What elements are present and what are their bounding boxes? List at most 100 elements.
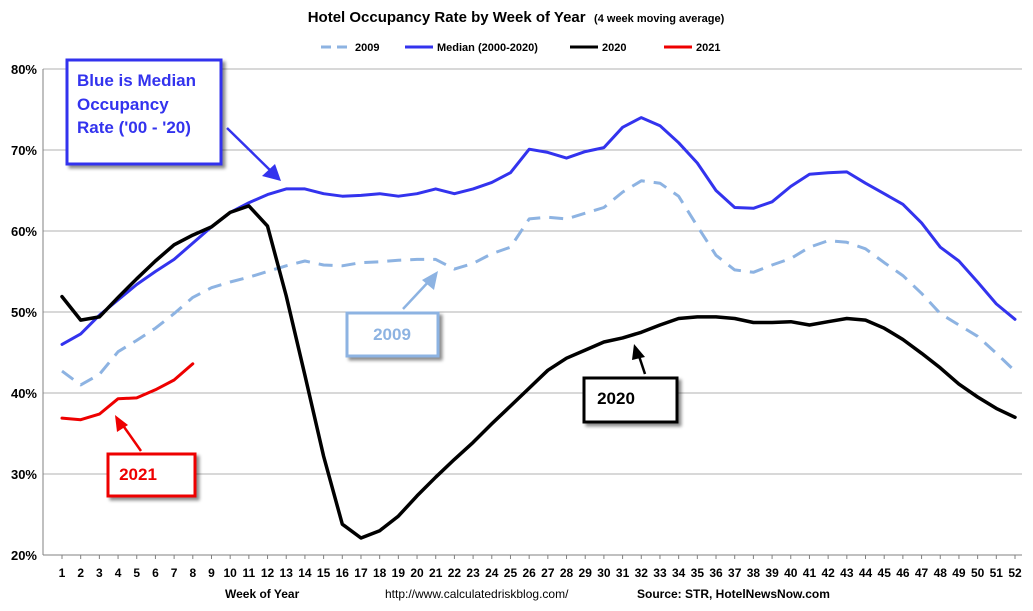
annotation-2021-label: 2021: [119, 465, 157, 484]
x-tick-label: 46: [896, 566, 910, 580]
legend-label: 2021: [696, 42, 720, 54]
y-tick-label: 80%: [11, 62, 37, 77]
x-tick-label: 26: [522, 566, 536, 580]
annotation-2021-arrow-head: [115, 415, 128, 432]
x-tick-label: 40: [784, 566, 798, 580]
x-tick-label: 27: [541, 566, 555, 580]
x-tick-label: 20: [410, 566, 424, 580]
x-tick-label: 9: [208, 566, 215, 580]
x-tick-label: 38: [747, 566, 761, 580]
annotation-2009-box: [345, 311, 440, 358]
x-tick-label: 31: [616, 566, 630, 580]
x-tick-label: 3: [96, 566, 103, 580]
median-annotation: Blue is Median Occupancy Rate ('00 - '20…: [65, 58, 281, 181]
y-tick-label: 50%: [11, 305, 37, 320]
x-tick-label: 28: [560, 566, 574, 580]
x-tick-label: 47: [915, 566, 929, 580]
x-tick-label: 7: [171, 566, 178, 580]
y-tick-label: 20%: [11, 548, 37, 563]
x-tick-label: 37: [728, 566, 742, 580]
x-tick-label: 33: [653, 566, 667, 580]
annotation-2009-arrow-line: [402, 278, 432, 310]
legend-label: Median (2000-2020): [437, 42, 538, 54]
x-tick-label: 16: [336, 566, 350, 580]
footer-url: http://www.calculatedriskblog.com/: [385, 587, 569, 601]
median-note-line-1: Blue is Median: [77, 71, 196, 90]
x-tick-label: 52: [1008, 566, 1022, 580]
annotation-2021: 2021: [106, 415, 197, 498]
chart-title: Hotel Occupancy Rate by Week of Year: [308, 9, 586, 26]
x-tick-label: 6: [152, 566, 159, 580]
median-arrow-head: [262, 164, 281, 181]
y-axis-ticks: 20% 30% 40% 50% 60% 70% 80%: [11, 62, 37, 563]
chart-subtitle: (4 week moving average): [594, 13, 725, 25]
x-tick-label: 48: [934, 566, 948, 580]
annotation-2020-label: 2020: [597, 389, 635, 408]
median-annotation-box: [65, 58, 223, 166]
annotation-2009: 2009: [345, 271, 440, 358]
x-tick-label: 36: [709, 566, 723, 580]
x-tick-label: 2: [77, 566, 84, 580]
median-arrow-line: [226, 127, 276, 176]
annotation-2020-arrow-head: [632, 344, 645, 360]
x-tick-label: 8: [189, 566, 196, 580]
x-axis-ticks: 1 2 3 4 5 6 7 8 9 10 11 12 13 14 15 16 17 18 19 20 21 22 23 24 2…: [59, 555, 1022, 580]
x-tick-label: 21: [429, 566, 443, 580]
legend-label: 2009: [355, 42, 379, 54]
annotation-2020-box: [582, 376, 679, 424]
median-annotation-text: Blue is Median Occupancy Rate ('00 - '20…: [77, 71, 201, 137]
x-tick-label: 24: [485, 566, 499, 580]
annotation-2009-label: 2009: [373, 325, 411, 344]
x-tick-label: 19: [392, 566, 406, 580]
y-tick-label: 60%: [11, 224, 37, 239]
axes: [42, 69, 1022, 556]
series-line-2020: [60, 204, 1017, 540]
x-tick-label: 41: [803, 566, 817, 580]
x-tick-label: 10: [223, 566, 237, 580]
x-tick-label: 45: [878, 566, 892, 580]
x-tick-label: 13: [280, 566, 294, 580]
series-lines: [60, 116, 1017, 540]
footer-source: Source: STR, HotelNewsNow.com: [637, 587, 830, 601]
x-tick-label: 39: [765, 566, 779, 580]
x-tick-label: 25: [504, 566, 518, 580]
y-tick-label: 30%: [11, 467, 37, 482]
y-tick-label: 40%: [11, 386, 37, 401]
x-tick-label: 44: [859, 566, 873, 580]
x-tick-label: 5: [133, 566, 140, 580]
y-tick-label: 70%: [11, 143, 37, 158]
x-tick-label: 29: [579, 566, 593, 580]
x-tick-label: 32: [635, 566, 649, 580]
legend-label: 2020: [602, 42, 626, 54]
x-tick-label: 1: [59, 566, 66, 580]
x-tick-label: 34: [672, 566, 686, 580]
annotation-2009-arrow-head: [422, 271, 438, 290]
x-tick-label: 30: [597, 566, 611, 580]
x-tick-label: 12: [261, 566, 275, 580]
annotation-2020: 2020: [582, 344, 679, 424]
x-axis-label: Week of Year: [225, 587, 300, 601]
annotation-2021-box: [106, 452, 197, 498]
median-note-line-2: Occupancy: [77, 95, 169, 114]
x-tick-label: 42: [821, 566, 835, 580]
annotation-2021-arrow-line: [120, 423, 143, 452]
median-note-line-3: Rate ('00 - '20): [77, 118, 191, 137]
x-tick-label: 49: [952, 566, 966, 580]
x-tick-label: 22: [448, 566, 462, 580]
x-tick-label: 43: [840, 566, 854, 580]
x-tick-label: 51: [990, 566, 1004, 580]
x-tick-label: 14: [298, 566, 312, 580]
x-tick-label: 50: [971, 566, 985, 580]
series-line-2009: [61, 179, 1017, 387]
x-tick-label: 4: [115, 566, 122, 580]
x-tick-label: 35: [691, 566, 705, 580]
x-tick-label: 17: [354, 566, 368, 580]
series-line-2021: [60, 362, 195, 422]
x-tick-label: 15: [317, 566, 331, 580]
x-tick-label: 18: [373, 566, 387, 580]
legend: 2009 Median (2000-2020) 2020 2021: [321, 42, 720, 54]
chart-title-group: Hotel Occupancy Rate by Week of Year (4 …: [308, 9, 725, 26]
x-tick-label: 11: [243, 566, 256, 580]
x-tick-label: 23: [466, 566, 480, 580]
